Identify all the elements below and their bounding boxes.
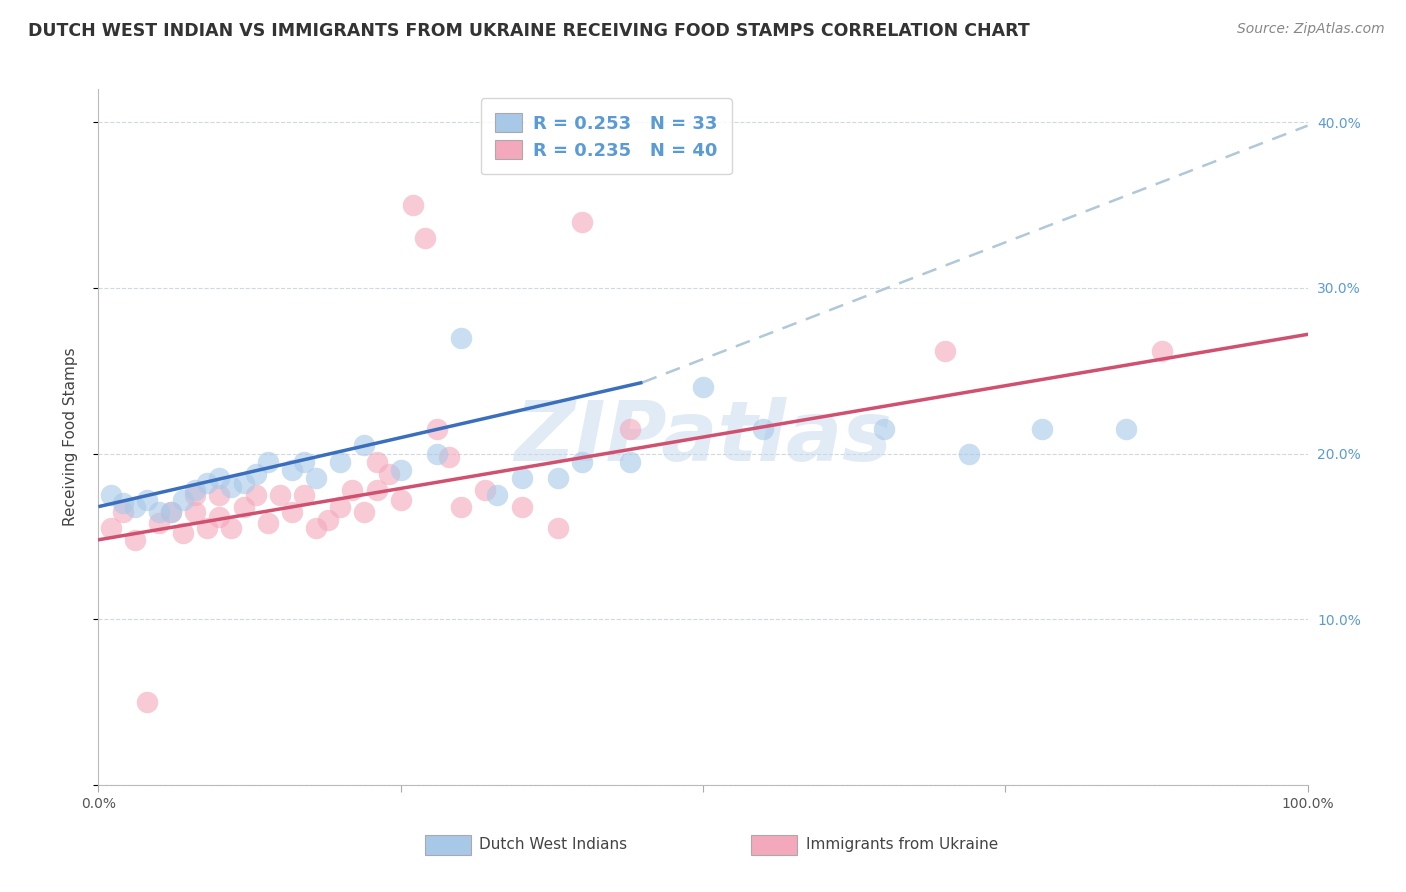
Point [619,422,641,436]
Point [221,480,243,494]
Text: Dutch West Indians: Dutch West Indians [479,838,627,852]
Point [124,500,146,514]
Text: Immigrants from Ukraine: Immigrants from Ukraine [806,838,998,852]
Text: ZIPatlas: ZIPatlas [515,397,891,477]
Point [148,516,170,531]
Point [450,500,472,514]
Point [510,500,533,514]
Point [619,455,641,469]
FancyBboxPatch shape [425,835,471,855]
Point [208,488,231,502]
Point [474,483,496,497]
Text: Source: ZipAtlas.com: Source: ZipAtlas.com [1237,22,1385,37]
Point [342,483,364,497]
Point [135,695,157,709]
Point [1031,422,1053,436]
Point [366,455,388,469]
Point [269,488,291,502]
Point [934,343,956,358]
Point [426,422,449,436]
Point [329,455,352,469]
Point [208,509,231,524]
Point [486,488,509,502]
Point [450,331,472,345]
Point [111,505,134,519]
Point [316,513,339,527]
Point [184,505,207,519]
Point [329,500,352,514]
Point [292,455,315,469]
Point [377,467,399,481]
Point [957,447,980,461]
Point [148,505,170,519]
Point [281,505,304,519]
Point [1115,422,1137,436]
Point [100,488,122,502]
Point [305,471,328,485]
Point [256,516,278,531]
Point [571,455,593,469]
Point [752,422,775,436]
Y-axis label: Receiving Food Stamps: Receiving Food Stamps [63,348,77,526]
Point [221,521,243,535]
Point [160,505,183,519]
Point [305,521,328,535]
Point [402,198,425,212]
Point [692,380,714,394]
Point [1152,343,1174,358]
Point [353,438,375,452]
Point [184,488,207,502]
Point [873,422,896,436]
Point [232,476,254,491]
Point [353,505,375,519]
Point [389,493,412,508]
Point [281,463,304,477]
Text: DUTCH WEST INDIAN VS IMMIGRANTS FROM UKRAINE RECEIVING FOOD STAMPS CORRELATION C: DUTCH WEST INDIAN VS IMMIGRANTS FROM UKR… [28,22,1029,40]
Point [510,471,533,485]
Point [232,500,254,514]
Point [366,483,388,497]
FancyBboxPatch shape [751,835,797,855]
Point [124,533,146,547]
Point [172,493,194,508]
Point [111,496,134,510]
Point [245,467,267,481]
Legend: R = 0.253   N = 33, R = 0.235   N = 40: R = 0.253 N = 33, R = 0.235 N = 40 [481,98,733,174]
Point [135,493,157,508]
Point [256,455,278,469]
Point [245,488,267,502]
Point [100,521,122,535]
Point [413,231,436,245]
Point [426,447,449,461]
Point [184,483,207,497]
Point [195,521,218,535]
Point [195,476,218,491]
Point [437,450,460,464]
Point [160,505,183,519]
Point [208,471,231,485]
Point [389,463,412,477]
Point [571,215,593,229]
Point [547,471,569,485]
Point [547,521,569,535]
Point [172,526,194,541]
Point [292,488,315,502]
